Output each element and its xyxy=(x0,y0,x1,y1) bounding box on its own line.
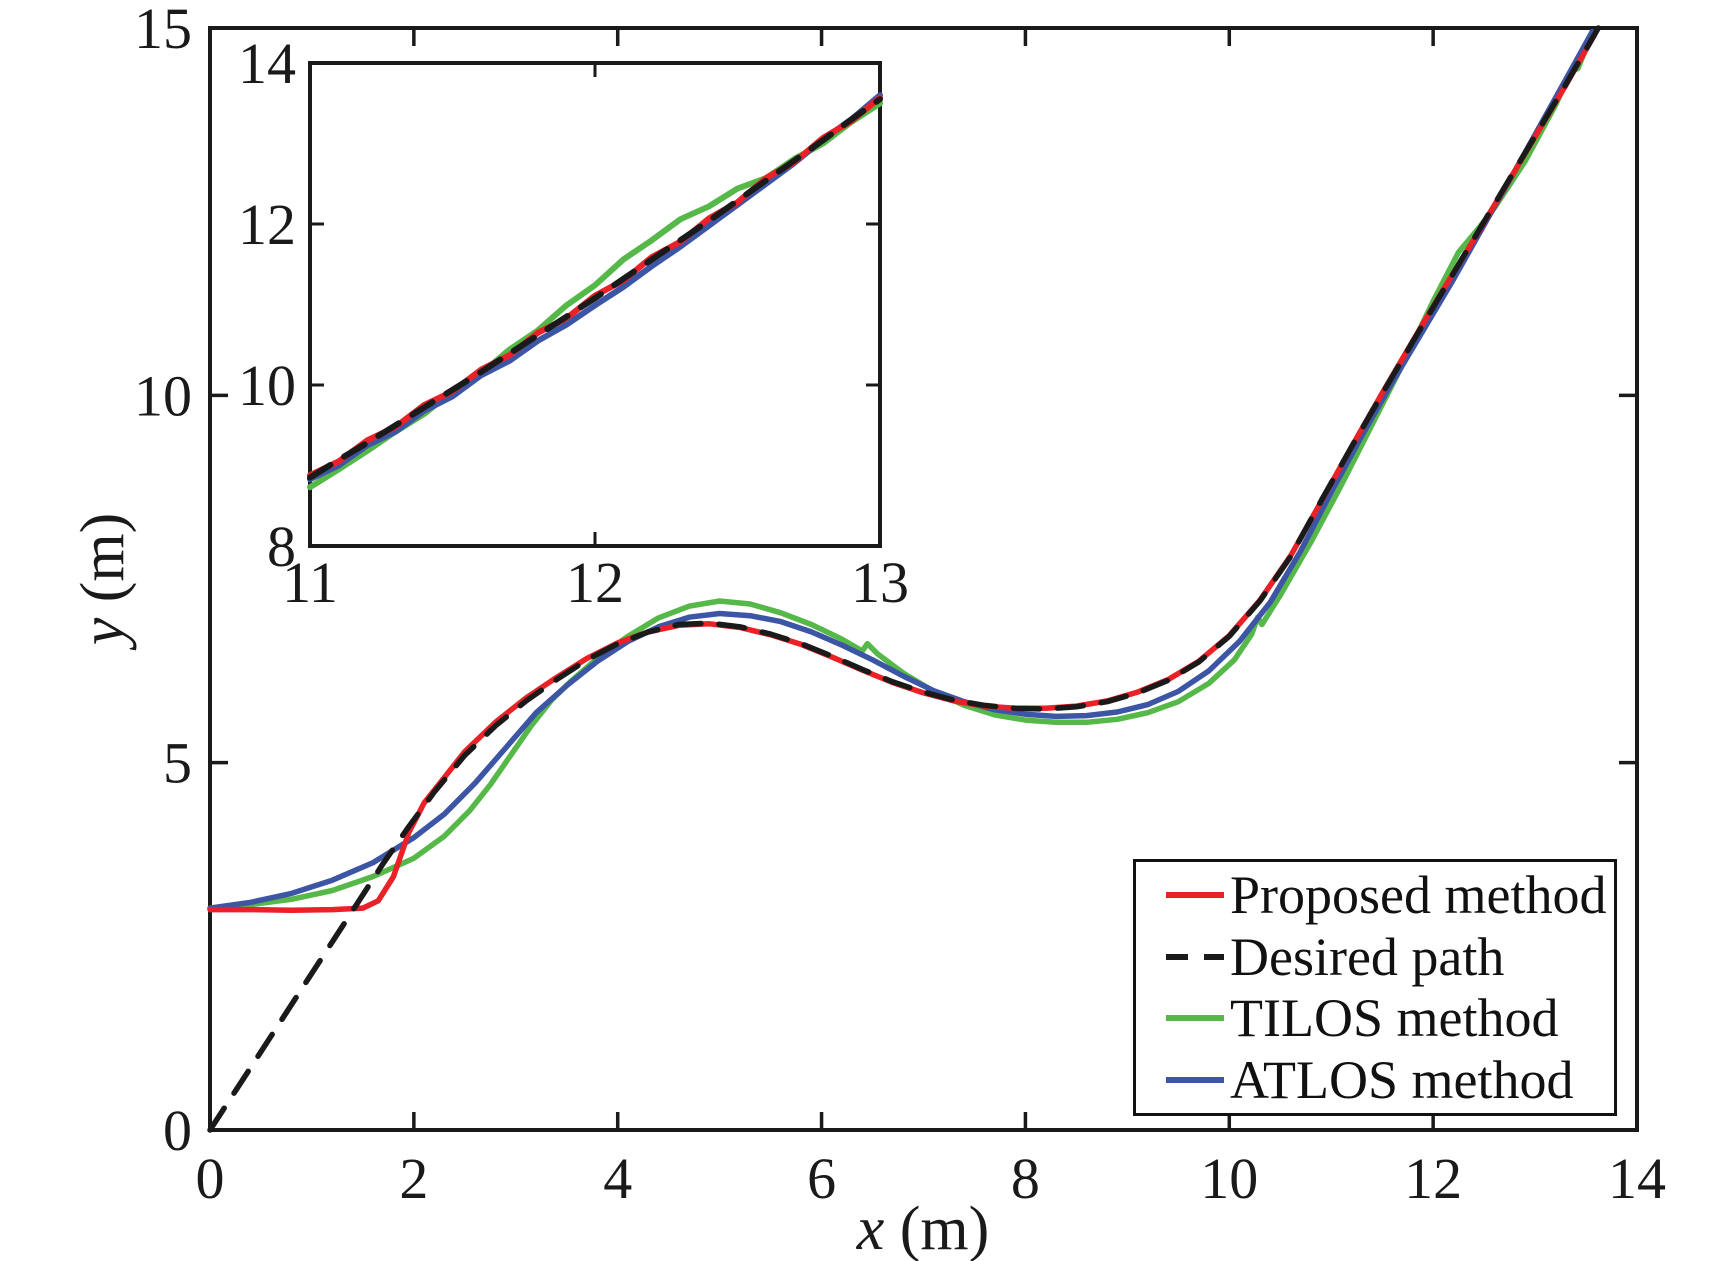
legend-label-tilos: TILOS method xyxy=(1230,988,1559,1049)
legend-item-desired: Desired path xyxy=(1136,928,1614,986)
x-axis-label: x (m) xyxy=(857,1198,990,1260)
x-tick-label: 14 xyxy=(1608,1146,1666,1211)
legend-label-desired: Desired path xyxy=(1230,926,1505,987)
inset-x-tick-label: 11 xyxy=(282,550,338,615)
inset-x-tick-label: 13 xyxy=(851,550,909,615)
inset-y-tick-label: 12 xyxy=(238,192,296,257)
legend-swatch-tilos xyxy=(1166,1015,1224,1022)
x-axis-label-unit: (m) xyxy=(884,1195,990,1261)
y-tick-label: 0 xyxy=(163,1098,192,1163)
x-axis-label-variable: x xyxy=(856,1195,885,1261)
legend-item-tilos: TILOS method xyxy=(1136,989,1614,1047)
x-tick-label: 4 xyxy=(603,1146,632,1211)
legend-item-atlos: ATLOS method xyxy=(1136,1051,1614,1109)
inset-y-tick-label: 14 xyxy=(238,31,296,96)
y-tick-label: 5 xyxy=(163,731,192,796)
y-axis-label-unit: (m) xyxy=(69,512,137,618)
inset-y-tick-label: 8 xyxy=(267,514,296,579)
y-axis-label-variable: y xyxy=(69,617,137,646)
x-tick-label: 8 xyxy=(1011,1146,1040,1211)
legend-swatch-proposed xyxy=(1166,891,1224,898)
series-atlos-path xyxy=(207,28,1595,911)
y-axis-label: y (m) xyxy=(69,512,137,646)
y-tick-label: 15 xyxy=(134,0,192,61)
inset-y-tick-label: 10 xyxy=(238,353,296,418)
inset-x-tick-label: 12 xyxy=(566,550,624,615)
main-axes-box xyxy=(208,26,1639,1132)
x-tick-label: 12 xyxy=(1404,1146,1462,1211)
legend-swatch-desired xyxy=(1166,953,1224,960)
legend-item-proposed: Proposed method xyxy=(1136,866,1614,924)
series-desired-path xyxy=(207,25,1602,1133)
x-tick-label: 2 xyxy=(399,1146,428,1211)
series-proposed-path xyxy=(207,32,1597,914)
legend-label-proposed: Proposed method xyxy=(1230,864,1607,925)
legend-label-atlos: ATLOS method xyxy=(1230,1050,1574,1111)
y-tick-label: 10 xyxy=(134,363,192,428)
legend-box: Proposed method Desired path TILOS metho… xyxy=(1133,859,1617,1116)
x-tick-label: 10 xyxy=(1200,1146,1258,1211)
series-desired-path xyxy=(307,96,883,481)
x-tick-label: 6 xyxy=(807,1146,836,1211)
legend-swatch-atlos xyxy=(1166,1077,1224,1084)
x-tick-label: 0 xyxy=(196,1146,225,1211)
